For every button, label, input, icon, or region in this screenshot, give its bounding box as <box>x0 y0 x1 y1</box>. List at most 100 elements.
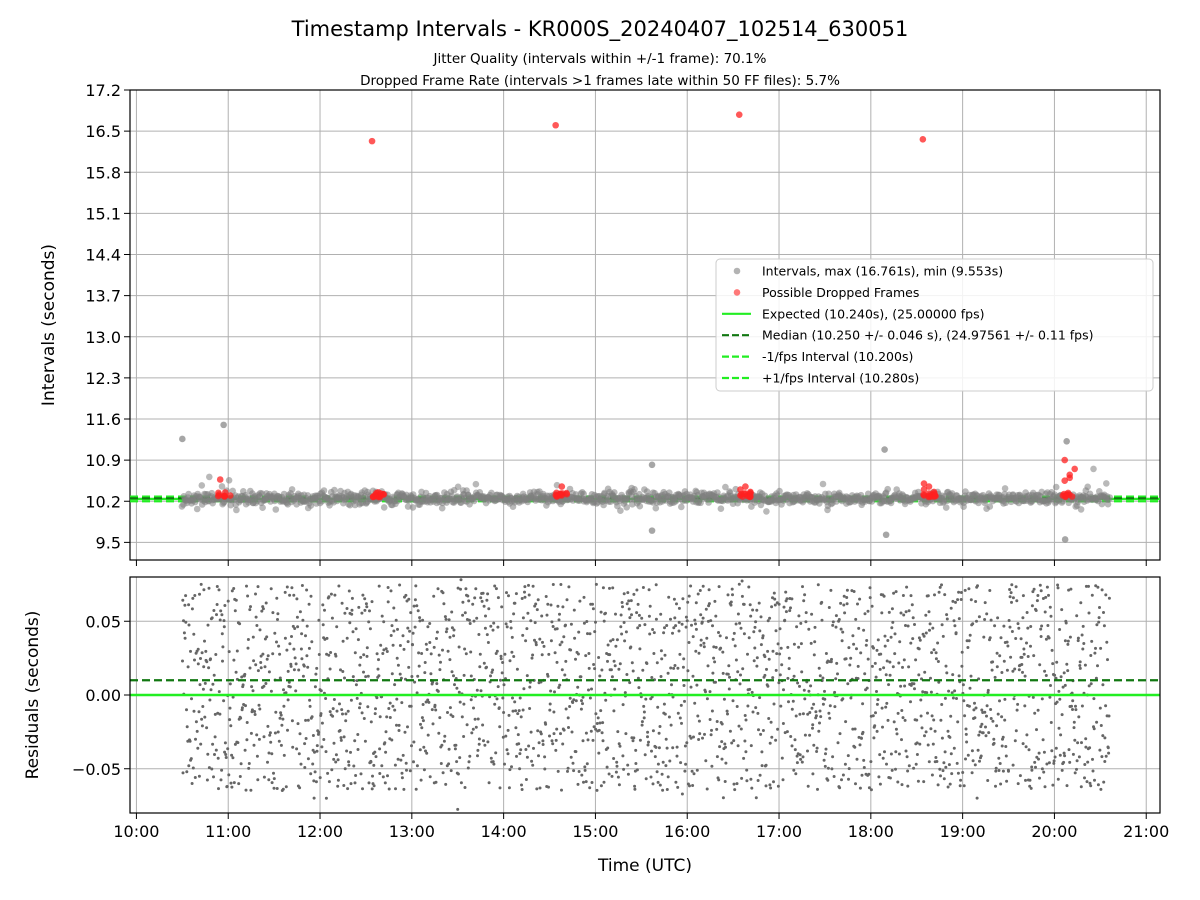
residual-point <box>569 755 573 759</box>
residual-point <box>785 730 789 734</box>
residual-point <box>755 664 759 668</box>
residual-point <box>1044 595 1048 599</box>
residual-point <box>363 597 367 601</box>
residual-point <box>875 690 878 693</box>
residual-point <box>640 723 644 727</box>
residual-point <box>274 710 278 714</box>
residual-point <box>828 716 832 720</box>
residual-point <box>694 601 698 605</box>
residual-point <box>560 788 563 792</box>
residual-point <box>1097 616 1101 620</box>
residual-point <box>779 704 783 708</box>
residual-point <box>560 668 564 672</box>
residual-point <box>559 583 563 586</box>
residual-point <box>732 782 736 786</box>
residual-point <box>1062 671 1066 675</box>
residual-point <box>823 689 826 693</box>
residual-point <box>1051 783 1055 787</box>
residual-point <box>1046 624 1050 627</box>
residual-point <box>888 776 892 780</box>
residual-point <box>615 638 619 642</box>
residual-point <box>884 705 888 709</box>
residual-point <box>1093 778 1096 782</box>
residual-point <box>347 760 351 764</box>
residual-point <box>647 740 650 744</box>
residual-point <box>331 707 335 711</box>
residual-point <box>937 680 941 684</box>
residual-point <box>934 651 938 655</box>
interval-point <box>198 482 206 489</box>
residual-point <box>747 585 751 589</box>
residual-point <box>659 612 663 616</box>
residual-point <box>524 639 528 643</box>
residual-point <box>576 685 580 689</box>
residual-point <box>799 757 803 761</box>
residual-point <box>929 676 932 680</box>
x-tick-label: 19:00 <box>940 822 986 841</box>
residual-point <box>491 668 495 672</box>
residual-point <box>396 627 399 631</box>
residual-point <box>1036 708 1040 712</box>
residual-point <box>972 708 976 712</box>
residual-point <box>756 779 760 782</box>
residual-point <box>633 787 637 791</box>
residual-point <box>480 599 484 603</box>
residual-point <box>811 723 815 727</box>
residual-point <box>1070 704 1073 708</box>
residual-point <box>405 768 408 772</box>
residual-point <box>866 609 870 613</box>
residual-point <box>807 627 811 631</box>
residual-point <box>865 639 869 642</box>
residual-point <box>785 597 789 601</box>
residual-point <box>651 782 655 786</box>
residual-point <box>519 715 523 719</box>
residual-point <box>868 596 872 600</box>
residual-point <box>655 661 659 665</box>
residual-point <box>217 787 220 791</box>
residual-point <box>194 737 197 741</box>
residual-point <box>720 722 724 726</box>
residual-point <box>591 738 595 742</box>
residual-point <box>1064 621 1068 625</box>
residual-point <box>479 689 483 693</box>
residual-point <box>1087 611 1091 615</box>
residual-point <box>1047 593 1050 597</box>
residual-point <box>425 648 429 651</box>
residual-point <box>1076 741 1080 745</box>
residual-point <box>648 632 652 636</box>
residual-point <box>239 716 243 720</box>
residual-point <box>795 754 799 758</box>
dropped-frame-point <box>920 491 927 498</box>
residual-point <box>817 666 821 670</box>
residual-point <box>415 691 419 695</box>
residual-point <box>653 755 657 759</box>
residual-point <box>724 761 728 765</box>
residual-point <box>912 682 916 686</box>
legend-entry: Intervals, max (16.761s), min (9.553s) <box>733 264 1003 279</box>
residual-point <box>938 767 942 771</box>
residual-point <box>469 698 473 702</box>
residual-point <box>606 643 610 647</box>
residual-point <box>1030 604 1034 608</box>
residual-point <box>794 714 798 718</box>
residual-point <box>517 742 521 746</box>
residual-point <box>341 712 344 716</box>
residual-point <box>550 620 554 624</box>
residual-point <box>874 675 878 679</box>
residual-point <box>499 678 502 682</box>
residual-point <box>967 587 971 591</box>
residual-point <box>948 735 952 739</box>
residual-point <box>375 652 379 656</box>
residual-point <box>574 699 578 703</box>
residual-point <box>382 620 386 624</box>
interval-point <box>1001 485 1009 492</box>
residual-point <box>986 688 990 692</box>
residual-point <box>875 702 879 706</box>
residual-point <box>197 710 201 714</box>
residual-point <box>1073 738 1077 742</box>
residual-point <box>686 600 690 604</box>
residual-point <box>257 737 261 741</box>
residual-point <box>760 750 764 754</box>
residual-point <box>280 723 284 727</box>
residual-point <box>656 780 660 784</box>
